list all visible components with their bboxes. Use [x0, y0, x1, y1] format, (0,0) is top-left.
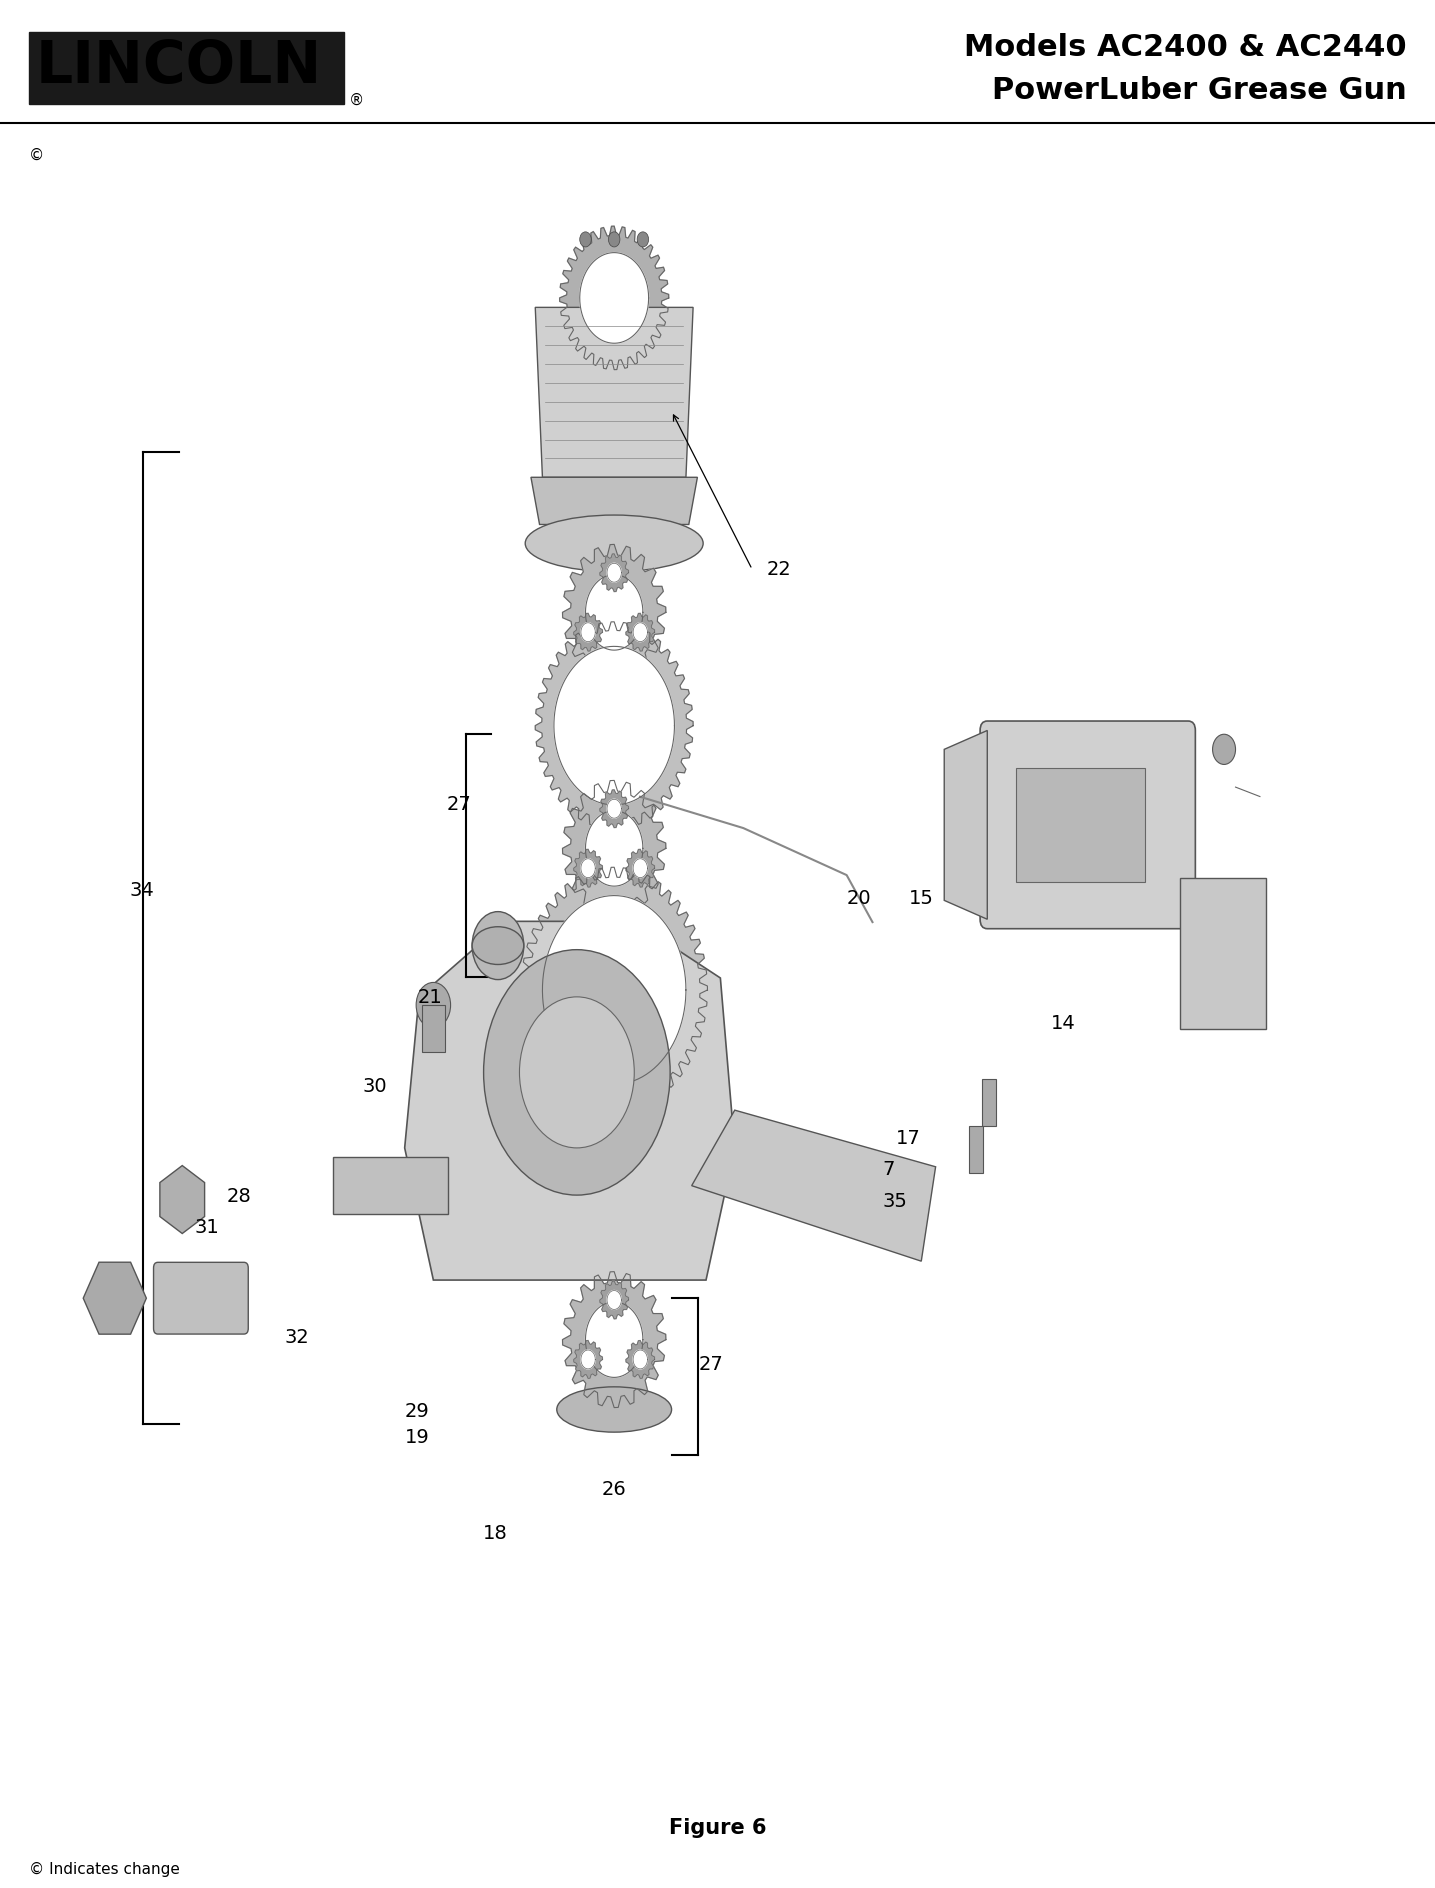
Text: ®: ® — [349, 93, 364, 108]
Polygon shape — [600, 789, 629, 827]
Polygon shape — [585, 1303, 643, 1378]
Text: 21: 21 — [418, 987, 442, 1006]
Polygon shape — [585, 810, 643, 885]
Text: PowerLuber Grease Gun: PowerLuber Grease Gun — [992, 76, 1406, 106]
Polygon shape — [405, 921, 735, 1280]
Polygon shape — [531, 478, 697, 525]
Text: 7: 7 — [883, 1161, 895, 1180]
Polygon shape — [159, 1165, 205, 1233]
Polygon shape — [692, 1110, 936, 1261]
Text: LINCOLN: LINCOLN — [36, 38, 321, 94]
Text: 22: 22 — [766, 561, 791, 580]
Polygon shape — [83, 1263, 146, 1335]
Text: 20: 20 — [847, 889, 871, 908]
Text: 19: 19 — [405, 1427, 429, 1448]
Polygon shape — [574, 1340, 603, 1378]
Polygon shape — [535, 308, 693, 478]
Polygon shape — [1180, 878, 1266, 1029]
Text: 26: 26 — [601, 1480, 626, 1499]
Polygon shape — [633, 859, 647, 878]
Polygon shape — [633, 1350, 647, 1369]
Ellipse shape — [525, 515, 703, 572]
Text: 34: 34 — [131, 882, 155, 901]
Text: 27: 27 — [697, 1354, 723, 1373]
Polygon shape — [626, 850, 654, 887]
Polygon shape — [581, 623, 596, 642]
Polygon shape — [600, 553, 629, 591]
Polygon shape — [607, 563, 621, 582]
Text: 29: 29 — [405, 1401, 429, 1420]
Text: Figure 6: Figure 6 — [669, 1818, 766, 1837]
Polygon shape — [542, 895, 686, 1084]
Ellipse shape — [484, 950, 670, 1195]
Polygon shape — [580, 253, 649, 344]
Ellipse shape — [519, 997, 634, 1148]
Text: 35: 35 — [883, 1191, 908, 1210]
Polygon shape — [944, 731, 987, 919]
Text: ©: © — [29, 147, 44, 162]
Polygon shape — [574, 850, 603, 887]
Ellipse shape — [557, 1388, 672, 1433]
Polygon shape — [607, 799, 621, 818]
Circle shape — [608, 232, 620, 247]
Text: Models AC2400 & AC2440: Models AC2400 & AC2440 — [964, 32, 1406, 62]
Polygon shape — [521, 867, 707, 1112]
Polygon shape — [560, 227, 669, 370]
Bar — [969, 1125, 983, 1172]
Text: © Indicates change: © Indicates change — [29, 1862, 179, 1877]
Circle shape — [416, 982, 451, 1027]
Polygon shape — [626, 1340, 654, 1378]
Polygon shape — [626, 614, 654, 651]
Polygon shape — [535, 621, 693, 829]
Polygon shape — [585, 574, 643, 649]
Text: 17: 17 — [895, 1129, 920, 1148]
Polygon shape — [581, 859, 596, 878]
Circle shape — [637, 232, 649, 247]
Text: 27: 27 — [446, 795, 471, 814]
Polygon shape — [574, 614, 603, 651]
Polygon shape — [563, 544, 666, 680]
Polygon shape — [563, 780, 666, 916]
Text: 14: 14 — [1050, 1014, 1075, 1033]
Circle shape — [472, 912, 524, 980]
Ellipse shape — [472, 927, 524, 965]
Bar — [1016, 768, 1145, 882]
Circle shape — [580, 232, 591, 247]
Bar — [422, 1004, 445, 1052]
Bar — [333, 1157, 448, 1214]
Text: 28: 28 — [227, 1188, 251, 1206]
Text: 15: 15 — [908, 889, 934, 908]
Circle shape — [1213, 734, 1236, 765]
FancyBboxPatch shape — [980, 721, 1195, 929]
FancyBboxPatch shape — [154, 1263, 248, 1335]
Polygon shape — [563, 1273, 666, 1408]
Text: 30: 30 — [362, 1078, 387, 1097]
Text: 32: 32 — [284, 1327, 310, 1346]
Polygon shape — [607, 1291, 621, 1310]
Bar — [29, 32, 344, 104]
Polygon shape — [633, 623, 647, 642]
Polygon shape — [581, 1350, 596, 1369]
Polygon shape — [600, 1282, 629, 1320]
Bar — [982, 1078, 996, 1125]
Text: 18: 18 — [482, 1524, 507, 1542]
Text: 31: 31 — [195, 1218, 220, 1237]
Polygon shape — [554, 646, 674, 804]
